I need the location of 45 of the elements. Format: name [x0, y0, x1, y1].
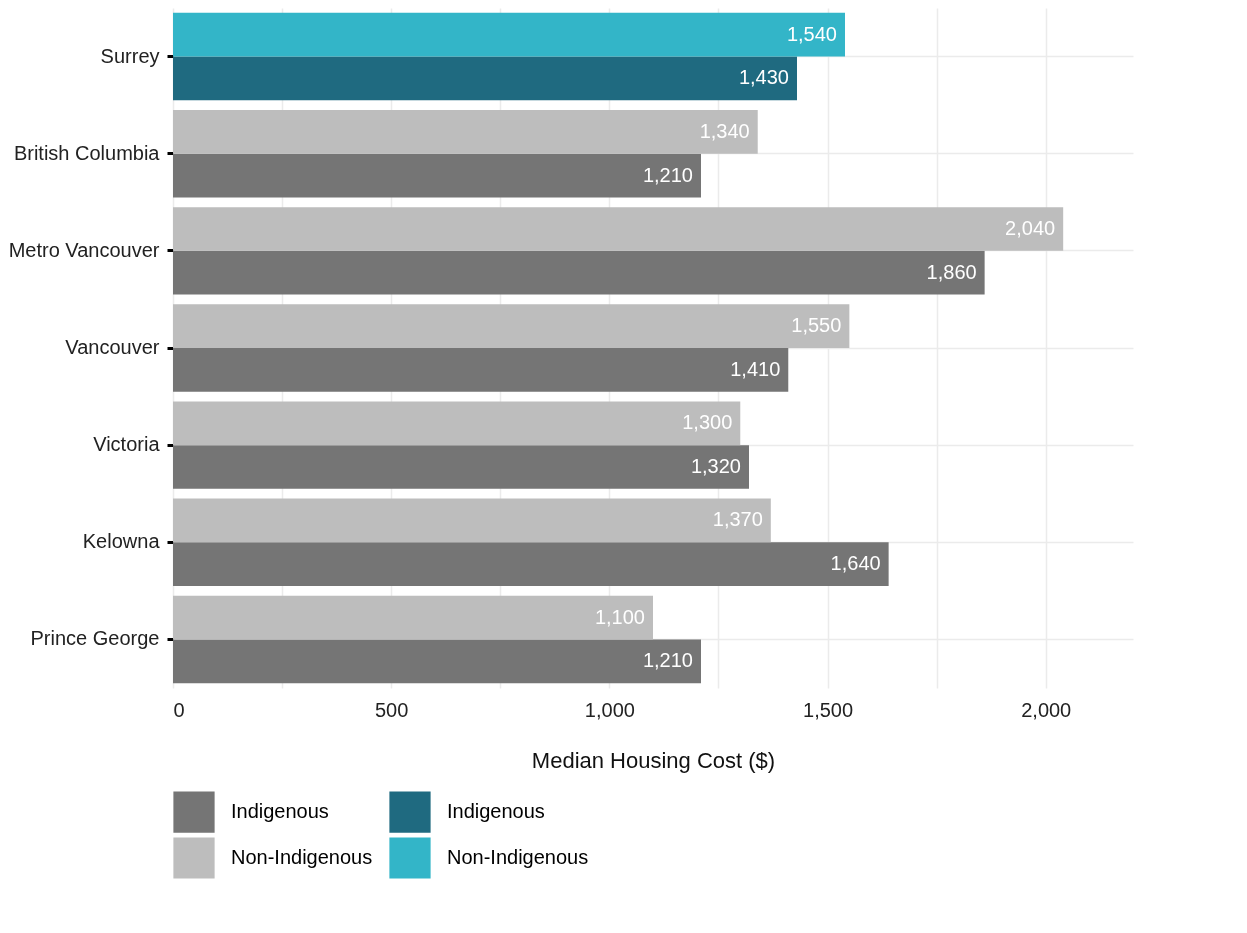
- data-label: 1,370: [712, 508, 763, 531]
- y-tick-label: British Columbia: [13, 141, 161, 164]
- y-tick-label: Kelowna: [82, 530, 161, 553]
- bar: [173, 639, 701, 684]
- y-tick-label: Prince George: [30, 627, 160, 650]
- y-tick-label: Metro Vancouver: [8, 238, 160, 261]
- x-tick-label: 1,000: [584, 698, 635, 721]
- bar: [173, 12, 845, 57]
- bar: [173, 207, 1064, 251]
- y-tick-label: Vancouver: [65, 336, 160, 358]
- bar: [173, 110, 758, 154]
- y-tick-label: Surrey: [100, 44, 160, 67]
- legend-label: Indigenous: [447, 800, 545, 823]
- data-label: 1,540: [786, 22, 837, 45]
- x-tick-label: 2,000: [1021, 698, 1072, 721]
- data-label: 1,300: [682, 411, 733, 434]
- data-label: 2,040: [1005, 217, 1056, 239]
- x-tick-label: 0: [173, 698, 185, 721]
- data-label: 1,430: [738, 66, 789, 89]
- data-label: 1,210: [642, 649, 693, 672]
- bar: [173, 542, 889, 586]
- data-label: 1,550: [791, 314, 842, 337]
- legend-label: Indigenous: [231, 800, 329, 823]
- data-label: 1,340: [699, 119, 750, 142]
- data-label: 1,320: [690, 455, 741, 477]
- bar: [173, 445, 749, 489]
- bar: [173, 153, 701, 198]
- x-axis-title: Median Housing Cost ($): [531, 747, 776, 773]
- legend-label: Non-Indigenous: [447, 846, 589, 868]
- data-label: 1,410: [730, 357, 781, 380]
- y-tick-label: Victoria: [93, 433, 161, 456]
- x-tick-label: 1,500: [803, 698, 854, 721]
- legend-label: Non-Indigenous: [231, 846, 373, 868]
- bar: [173, 595, 653, 640]
- data-label: 1,640: [830, 552, 881, 575]
- bar: [173, 348, 789, 392]
- data-label: 1,860: [926, 260, 977, 283]
- data-label: 1,210: [642, 163, 693, 186]
- bar: [173, 56, 797, 101]
- bar: [173, 498, 771, 543]
- data-label: 1,100: [594, 605, 645, 628]
- bar: [173, 304, 850, 348]
- bar: [173, 401, 741, 446]
- x-tick-label: 500: [374, 698, 409, 721]
- bar: [173, 250, 985, 295]
